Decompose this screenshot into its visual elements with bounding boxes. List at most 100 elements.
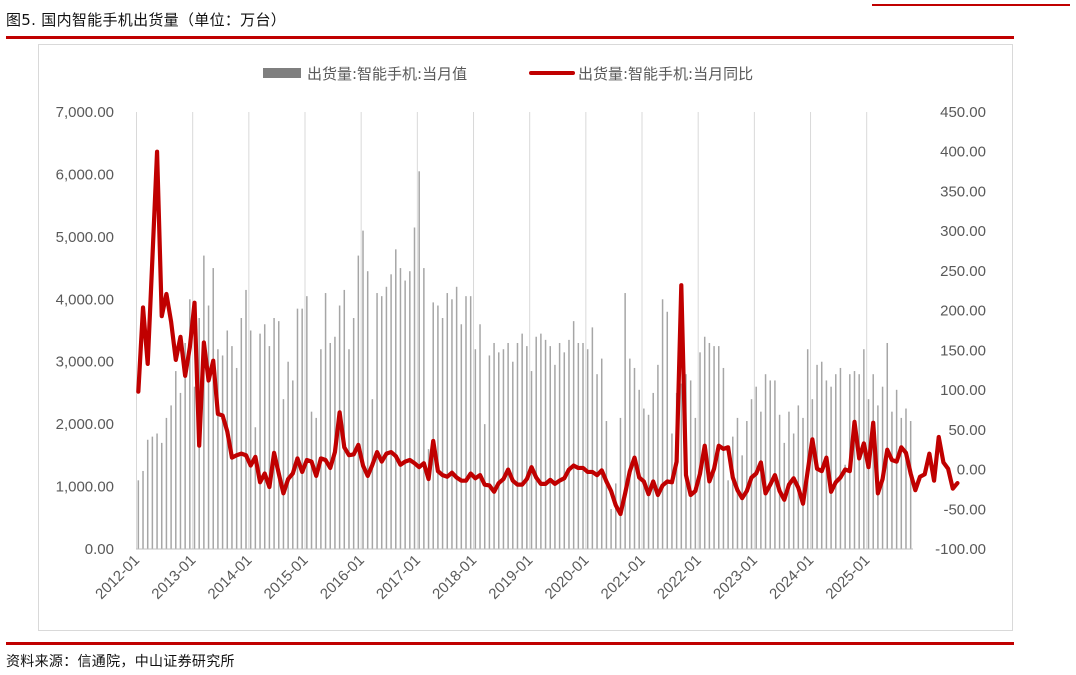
bar bbox=[727, 480, 729, 549]
x-tick-label: 2015-01 bbox=[261, 552, 312, 603]
bar bbox=[184, 342, 186, 549]
bar bbox=[465, 296, 467, 549]
bar bbox=[554, 364, 556, 549]
bar bbox=[600, 358, 603, 549]
yoy-line bbox=[136, 149, 960, 517]
bar bbox=[263, 324, 266, 549]
bar bbox=[292, 380, 294, 549]
bar bbox=[572, 321, 575, 549]
bar bbox=[404, 280, 406, 549]
bar bbox=[165, 417, 168, 549]
x-tick-label: 2018-01 bbox=[429, 552, 480, 603]
bar bbox=[348, 349, 350, 549]
bar bbox=[788, 411, 790, 549]
bar bbox=[193, 386, 196, 549]
x-tick-label: 2014-01 bbox=[205, 552, 256, 603]
bar bbox=[142, 470, 144, 549]
bar bbox=[535, 336, 537, 549]
chart-frame bbox=[38, 44, 1013, 631]
bar bbox=[380, 296, 383, 549]
bar bbox=[371, 399, 374, 549]
bar bbox=[858, 374, 860, 549]
x-tick-label: 2013-01 bbox=[148, 552, 199, 603]
bar bbox=[160, 442, 163, 549]
bar bbox=[830, 386, 832, 549]
legend: 出货量:智能手机:当月值 出货量:智能手机:当月同比 bbox=[263, 65, 753, 83]
bar bbox=[741, 455, 743, 549]
bar bbox=[156, 433, 158, 549]
y-left-tick-label: 1,000.00 bbox=[56, 479, 114, 496]
title-underline-rule bbox=[6, 36, 1014, 39]
bar bbox=[526, 346, 528, 549]
source-note: 资料来源：信通院，中山证券研究所 bbox=[6, 654, 235, 670]
bar bbox=[399, 268, 402, 549]
bar bbox=[549, 346, 551, 549]
bar bbox=[366, 271, 369, 549]
bar bbox=[320, 349, 322, 549]
bar bbox=[544, 339, 547, 549]
bar bbox=[905, 408, 907, 549]
bar bbox=[385, 286, 388, 549]
bar bbox=[207, 305, 210, 549]
bar bbox=[170, 405, 172, 549]
bar bbox=[652, 392, 654, 549]
bar bbox=[629, 358, 631, 549]
y-right-tick-label: -50.00 bbox=[943, 501, 986, 518]
y-left-tick-label: 2,000.00 bbox=[56, 416, 114, 433]
bar bbox=[479, 324, 481, 549]
bar bbox=[666, 311, 669, 549]
legend-bar-swatch bbox=[263, 68, 301, 78]
bar bbox=[390, 274, 392, 549]
bar bbox=[221, 355, 224, 549]
y-right-tick-label: 200.00 bbox=[940, 303, 986, 320]
x-tick-label: 2021-01 bbox=[598, 552, 649, 603]
bar bbox=[909, 421, 912, 549]
bar bbox=[895, 389, 898, 549]
bar bbox=[254, 427, 257, 549]
bar bbox=[455, 286, 458, 549]
bar bbox=[469, 296, 472, 549]
bar bbox=[301, 308, 303, 549]
bar bbox=[521, 333, 523, 549]
bar bbox=[310, 411, 313, 549]
bar bbox=[680, 383, 683, 549]
bar bbox=[427, 449, 430, 549]
figure-title: 图5. 国内智能手机出货量（单位：万台） bbox=[6, 11, 287, 29]
bar bbox=[839, 367, 842, 549]
bar bbox=[671, 433, 673, 549]
bar bbox=[689, 380, 692, 549]
bar bbox=[886, 342, 889, 549]
bar bbox=[329, 342, 331, 549]
bar bbox=[212, 268, 214, 549]
bar bbox=[245, 289, 247, 549]
y-left-tick-label: 4,000.00 bbox=[56, 291, 114, 308]
x-tick-label: 2023-01 bbox=[710, 552, 761, 603]
bar bbox=[437, 305, 439, 549]
bar bbox=[891, 411, 893, 549]
bar bbox=[872, 374, 874, 549]
bar bbox=[540, 333, 542, 549]
y-right-tick-label: 450.00 bbox=[940, 104, 986, 121]
bar bbox=[820, 361, 823, 549]
y-left-tick-label: 7,000.00 bbox=[56, 104, 114, 121]
bar bbox=[175, 371, 177, 549]
bar bbox=[451, 299, 453, 549]
y-right-tick-label: 350.00 bbox=[940, 183, 986, 200]
bar bbox=[287, 361, 289, 549]
bar bbox=[249, 330, 252, 549]
bar bbox=[708, 342, 711, 549]
y-right-tick-label: 300.00 bbox=[940, 223, 986, 240]
bar bbox=[713, 346, 715, 549]
bar bbox=[774, 380, 776, 549]
bar bbox=[867, 399, 870, 549]
x-tick-label: 2025-01 bbox=[822, 552, 873, 603]
bar bbox=[493, 342, 495, 549]
bar bbox=[460, 324, 463, 549]
bar bbox=[446, 293, 449, 549]
bar bbox=[769, 380, 771, 549]
bar bbox=[324, 293, 327, 549]
bar bbox=[362, 230, 364, 549]
line-series-yoy bbox=[136, 149, 960, 517]
legend-bar-label: 出货量:智能手机:当月值 bbox=[307, 65, 467, 83]
bar bbox=[619, 417, 622, 549]
